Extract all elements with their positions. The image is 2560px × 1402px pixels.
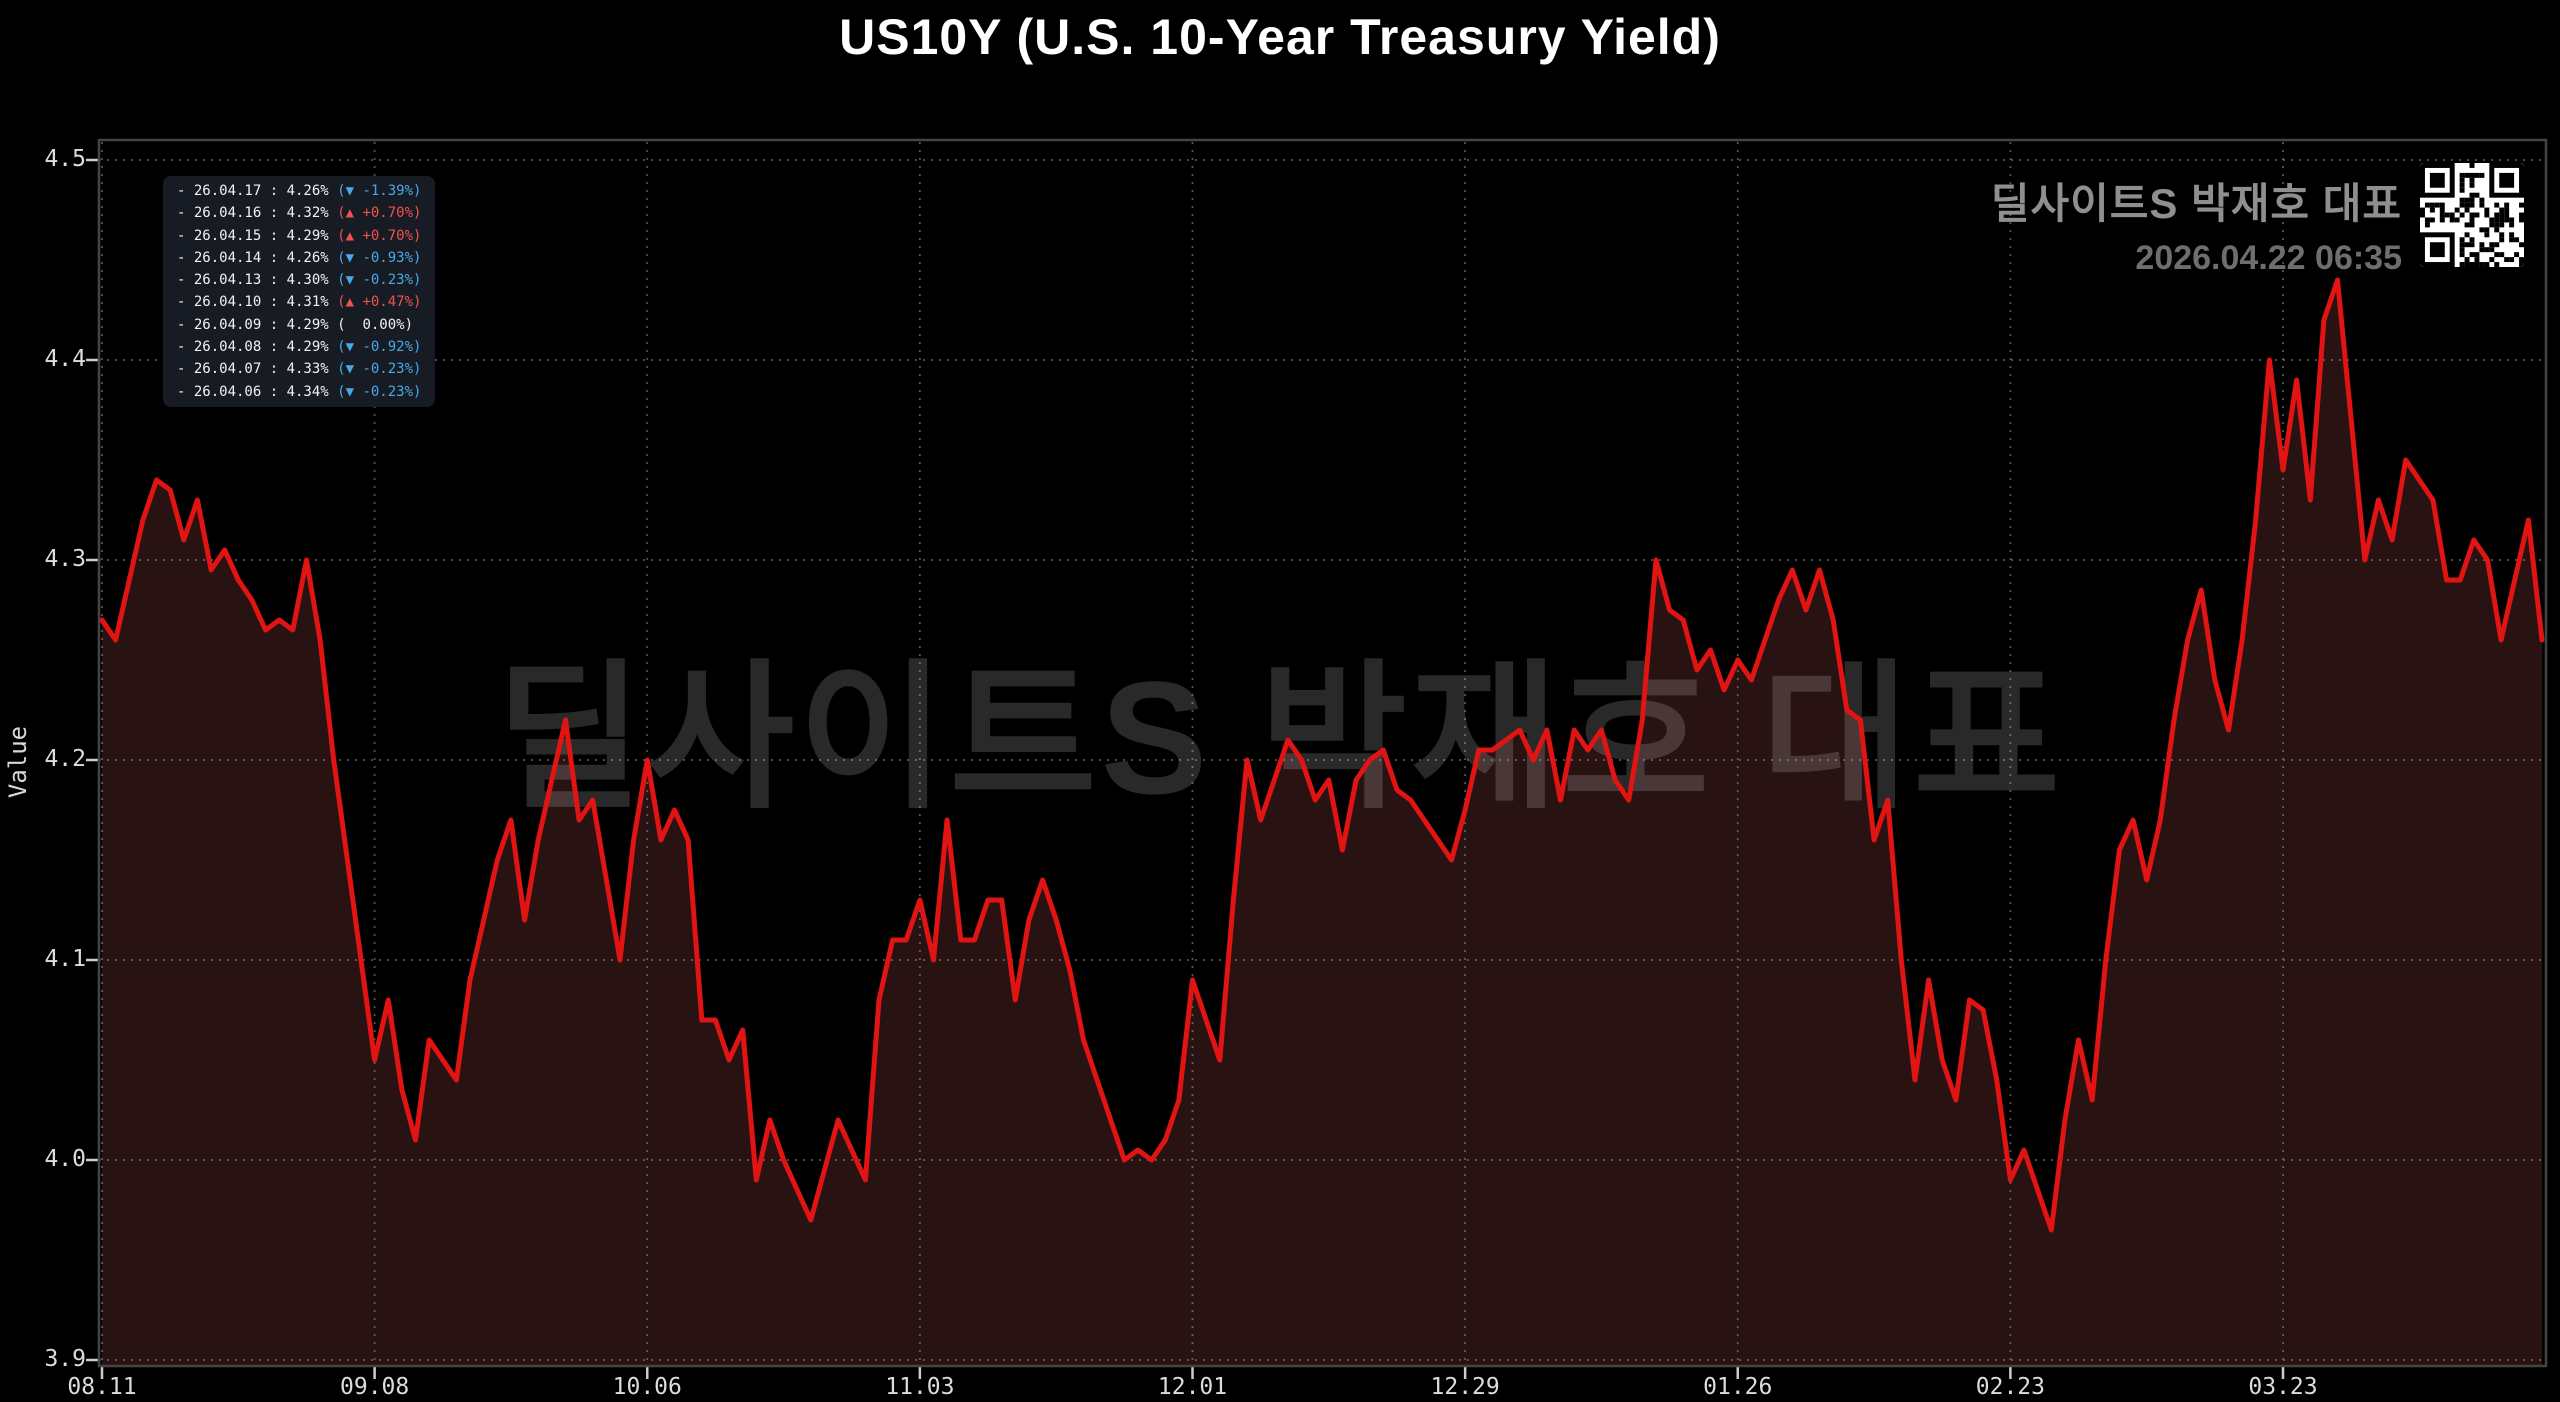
x-tick-label: 12.01 [1157, 1374, 1228, 1400]
legend-row-text: - 26.04.14 : 4.26% [177, 249, 338, 266]
legend-row-text: - 26.04.13 : 4.30% [177, 272, 338, 289]
change-down-value: (▼ -0.93%) [337, 249, 422, 266]
legend-row: - 26.04.17 : 4.26% (▼ -1.39%) [177, 180, 421, 202]
legend-row: - 26.04.09 : 4.29% ( 0.00%) [177, 314, 421, 336]
y-tick-label: 4.4 [44, 346, 86, 372]
legend-row: - 26.04.10 : 4.31% (▲ +0.47%) [177, 291, 421, 313]
legend-row-text: - 26.04.16 : 4.32% [177, 205, 338, 222]
legend-row-text: - 26.04.08 : 4.29% [177, 339, 338, 356]
change-down-value: (▼ -0.23%) [337, 383, 422, 400]
x-tick-label: 08.11 [67, 1374, 137, 1400]
change-flat-value: ( 0.00%) [337, 316, 414, 333]
change-up-value: (▲ +0.70%) [337, 205, 422, 222]
change-up-value: (▲ +0.70%) [337, 227, 422, 244]
qr-code-icon [2420, 163, 2524, 267]
legend-row: - 26.04.14 : 4.26% (▼ -0.93%) [177, 247, 421, 269]
y-tick-label: 4.2 [44, 746, 86, 772]
legend-box: - 26.04.17 : 4.26% (▼ -1.39%) - 26.04.16 … [163, 176, 436, 407]
x-tick-label: 03.23 [2248, 1374, 2318, 1400]
y-tick-label: 3.9 [44, 1346, 86, 1372]
x-tick-label: 02.23 [1975, 1374, 2045, 1400]
legend-row-text: - 26.04.15 : 4.29% [177, 227, 338, 244]
brand-name: 딜사이트S 박재호 대표 [1990, 180, 2402, 227]
brand-block: 딜사이트S 박재호 대표 2026.04.22 06:35 [1991, 170, 2402, 278]
series-fill [102, 280, 2542, 1366]
legend-row-text: - 26.04.06 : 4.34% [177, 383, 338, 400]
change-down-value: (▼ -0.23%) [337, 361, 422, 378]
x-tick-label: 10.06 [612, 1374, 682, 1400]
y-tick-label: 4.0 [44, 1146, 86, 1172]
change-down-value: (▼ -0.23%) [337, 272, 422, 289]
y-tick-label: 4.1 [44, 946, 86, 972]
legend-row: - 26.04.13 : 4.30% (▼ -0.23%) [177, 269, 421, 291]
brand-datetime: 2026.04.22 06:35 [2135, 239, 2402, 277]
legend-row: - 26.04.08 : 4.29% (▼ -0.92%) [177, 336, 421, 358]
x-tick-label: 11.03 [885, 1374, 955, 1400]
chart-title: US10Y (U.S. 10-Year Treasury Yield) [839, 9, 1721, 65]
x-tick-label: 12.29 [1430, 1374, 1500, 1400]
legend-row: - 26.04.06 : 4.34% (▼ -0.23%) [177, 381, 421, 403]
change-up-value: (▲ +0.47%) [337, 294, 422, 311]
plot-frame [97, 138, 2548, 1368]
legend-row-text: - 26.04.09 : 4.29% [177, 316, 338, 333]
legend-row-text: - 26.04.07 : 4.33% [177, 361, 338, 378]
legend-row-text: - 26.04.17 : 4.26% [177, 183, 338, 199]
price-line [99, 277, 2545, 1233]
watermark-text: 딜사이트S 박재호 대표 [495, 648, 2065, 827]
legend-row: - 26.04.15 : 4.29% (▲ +0.70%) [177, 225, 421, 247]
change-down-value: (▼ -0.92%) [337, 339, 422, 356]
x-tick-label: 01.26 [1703, 1374, 1773, 1400]
y-tick-label: 4.5 [44, 146, 86, 172]
change-down-value: (▼ -1.39%) [337, 183, 422, 199]
legend-row-text: - 26.04.10 : 4.31% [177, 294, 338, 311]
y-tick-label: 4.3 [44, 546, 86, 572]
legend-row: - 26.04.07 : 4.33% (▼ -0.23%) [177, 358, 421, 380]
legend-row: - 26.04.16 : 4.32% (▲ +0.70%) [177, 202, 421, 224]
x-tick-label: 09.08 [340, 1374, 410, 1400]
